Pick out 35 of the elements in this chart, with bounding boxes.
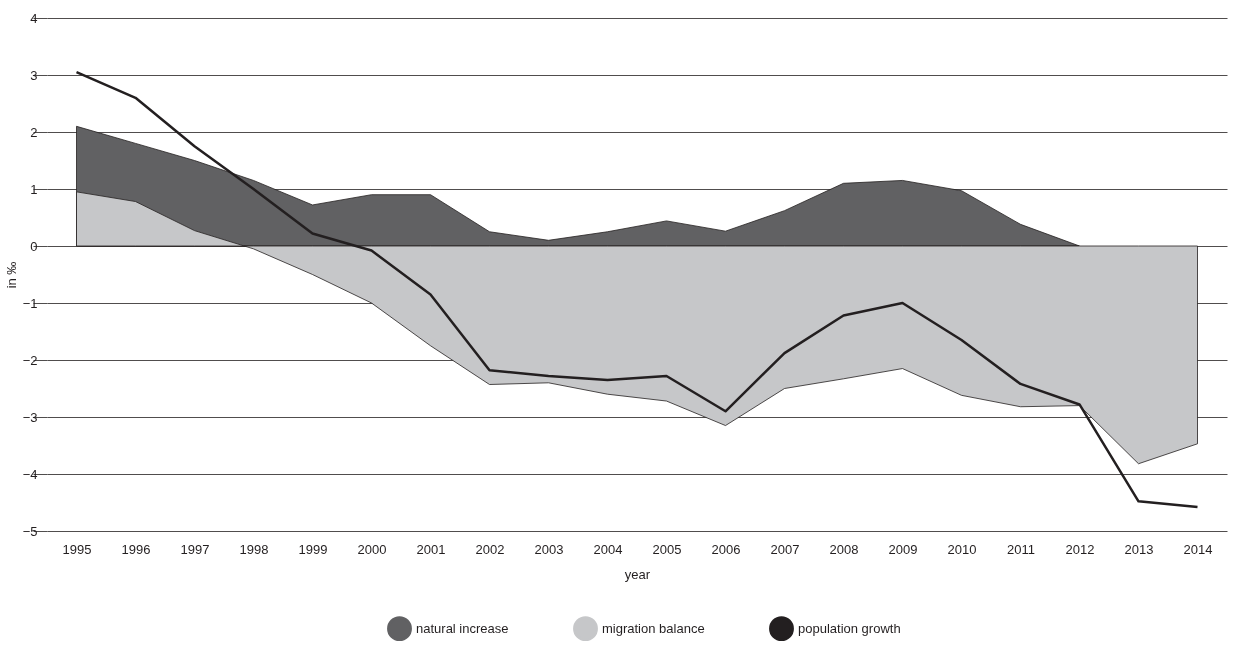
x-tick-label: 2007: [770, 541, 800, 557]
legend-label: population growth: [798, 620, 901, 636]
x-tick-label: 1995: [62, 541, 92, 557]
y-tick-label: 3: [30, 67, 38, 83]
x-tick-label: 2013: [1124, 541, 1154, 557]
x-tick-label: 2000: [357, 541, 387, 557]
legend-label: migration balance: [602, 620, 705, 636]
x-tick-label: 1999: [298, 541, 328, 557]
y-axis-title: in ‰: [3, 261, 19, 289]
x-tick-label: 1996: [121, 541, 151, 557]
y-tick-label: 1: [30, 181, 38, 197]
y-tick-label: −4: [22, 466, 38, 482]
y-tick-label: 2: [30, 124, 38, 140]
x-tick-label: 2010: [947, 541, 977, 557]
x-tick-label: 2009: [888, 541, 918, 557]
y-tick-label: −3: [22, 409, 38, 425]
y-tick-label: −2: [22, 352, 38, 368]
y-tick-label: 4: [30, 10, 38, 26]
x-tick-label: 2002: [475, 541, 505, 557]
x-tick-label: 2001: [416, 541, 446, 557]
x-tick-label: 2006: [711, 541, 741, 557]
y-tick-label: −5: [22, 523, 38, 539]
x-tick-label: 2005: [652, 541, 682, 557]
x-tick-label: 2014: [1183, 541, 1213, 557]
y-tick-label: 0: [30, 238, 38, 254]
y-tick-label: −1: [22, 295, 38, 311]
x-tick-label: 2003: [534, 541, 564, 557]
x-tick-label: 2008: [829, 541, 859, 557]
x-axis-title: year: [624, 566, 651, 582]
x-tick-label: 2011: [1007, 541, 1035, 557]
x-tick-label: 2012: [1065, 541, 1095, 557]
x-tick-label: 1998: [239, 541, 269, 557]
legend-label: natural increase: [416, 620, 509, 636]
x-tick-label: 2004: [593, 541, 623, 557]
x-tick-label: 1997: [180, 541, 210, 557]
